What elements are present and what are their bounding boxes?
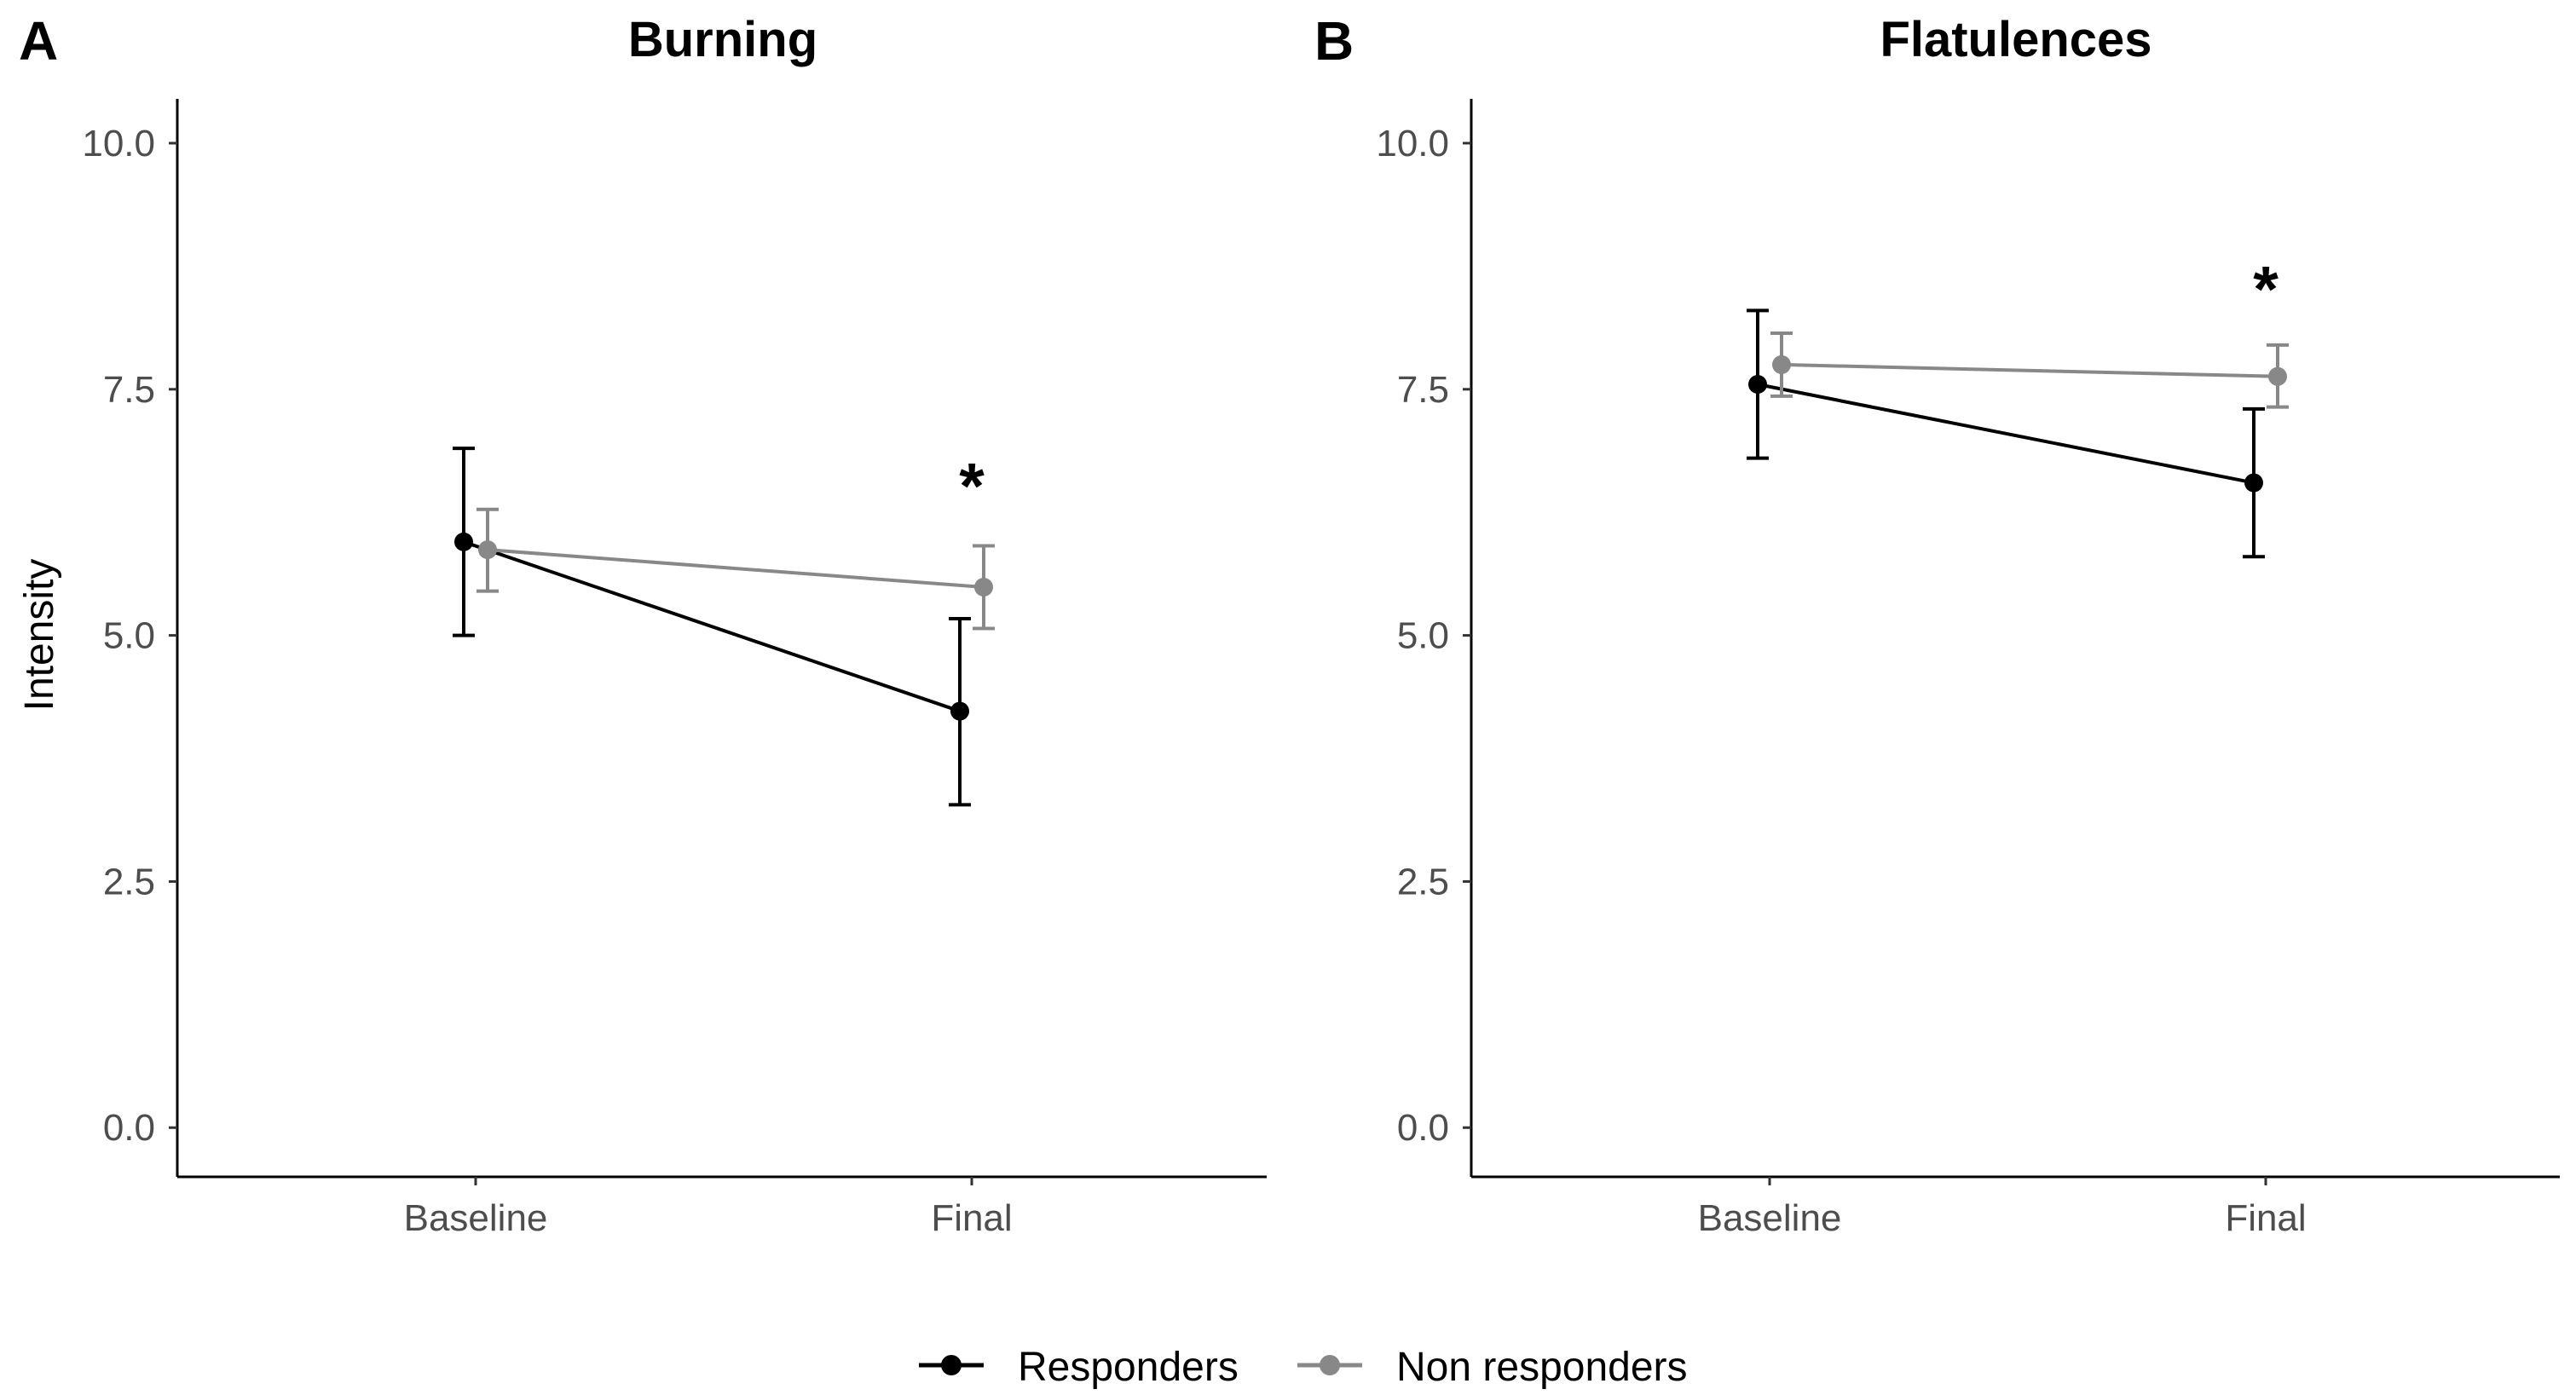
data-point-responders [1748,375,1767,395]
y-tick-label: 5.0 [1397,615,1449,657]
y-tick-label: 2.5 [1397,861,1449,902]
y-tick-label: 0.0 [103,1107,155,1149]
series-line-non-responders [487,548,985,589]
panel-letter-a: A [19,10,58,72]
y-tick-label: 2.5 [103,861,155,902]
x-tick-label: Final [931,1197,1012,1239]
x-tick-label: Baseline [404,1197,548,1239]
legend-label-non-responders: Non responders [1396,1345,1688,1390]
panel-letter-b: B [1314,10,1354,72]
y-tick-label: 5.0 [103,615,155,657]
data-point-non-responders [478,540,497,560]
x-tick-label: Final [2225,1197,2306,1239]
series-line-responders [463,539,961,713]
data-point-responders [454,532,473,551]
significance-marker: * [959,451,985,523]
y-tick-label: 0.0 [1397,1107,1449,1149]
data-point-non-responders [2268,366,2287,386]
legend-point-non-responders [1320,1355,1340,1375]
series-line-responders [1757,383,2255,485]
x-tick-label: Baseline [1698,1197,1842,1239]
data-point-non-responders [974,578,993,597]
legend: Responders Non responders [919,1345,1688,1390]
legend-item-responders: Responders [919,1345,1239,1390]
panel-a-title: Burning [628,12,817,67]
series-line-non-responders [1781,362,2279,378]
y-axis-title: Intensity [17,559,62,712]
panel-b-plot: 0.0 2.5 5.0 7.5 10.0 Baseline Final * [1376,99,2560,1239]
data-point-responders [2244,473,2263,493]
legend-item-non-responders: Non responders [1297,1345,1688,1390]
y-tick-label: 7.5 [103,369,155,411]
legend-point-responders [941,1355,962,1375]
panel-a-plot: 0.0 2.5 5.0 7.5 10.0 Baseline Final * [82,99,1267,1239]
y-tick-label: 10.0 [82,123,155,164]
panel-a: A Burning Intensity 0.0 2.5 5.0 7.5 10.0 Base… [17,10,1267,1239]
data-point-responders [950,701,969,721]
panel-b: B Flatulences 0.0 2.5 5.0 7.5 10.0 Baseline Fi… [1314,10,2560,1239]
y-tick-label: 10.0 [1376,123,1449,164]
y-tick-label: 7.5 [1397,369,1449,411]
significance-marker: * [2253,253,2279,326]
data-point-non-responders [1772,355,1791,374]
legend-label-responders: Responders [1018,1345,1239,1390]
panel-b-title: Flatulences [1880,12,2151,67]
